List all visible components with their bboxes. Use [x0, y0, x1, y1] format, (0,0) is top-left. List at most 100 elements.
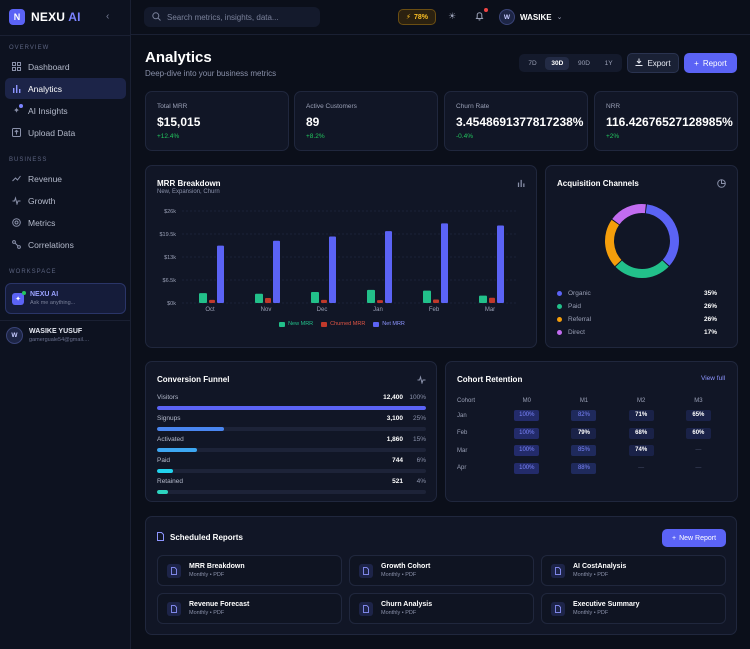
cohort-cell: 100%	[498, 425, 555, 443]
sidebar-item-metrics[interactable]: Metrics	[5, 212, 126, 233]
theme-toggle-icon[interactable]: ☀	[448, 11, 457, 21]
cohort-cell: —	[695, 464, 702, 471]
score-badge[interactable]: ⚡ 78%	[398, 9, 436, 25]
new-report-label: New Report	[679, 534, 717, 542]
bar-net-mrr[interactable]	[273, 240, 280, 303]
bar-net-mrr[interactable]	[497, 225, 504, 303]
avatar: W	[6, 327, 23, 344]
sidebar-item-dashboard[interactable]: Dashboard	[5, 56, 126, 77]
bar-chart-icon[interactable]	[517, 179, 525, 189]
new-report-button[interactable]: + New Report	[662, 529, 726, 547]
report-item[interactable]: Churn Analysis Monthly • PDF	[349, 593, 534, 624]
search-box[interactable]	[144, 7, 320, 27]
funnel-progress-track	[157, 448, 426, 452]
report-meta: Monthly • PDF	[573, 572, 609, 578]
export-button[interactable]: Export	[627, 53, 679, 73]
view-full-link[interactable]: View full	[701, 375, 726, 382]
bar-churned-mrr[interactable]	[321, 299, 327, 303]
sidebar-item-correlations[interactable]: Correlations	[5, 234, 126, 255]
report-label: Report	[702, 58, 727, 68]
donut-slice-organic[interactable]	[645, 204, 679, 266]
donut-slice-direct[interactable]	[612, 204, 646, 225]
donut-slice-referral[interactable]	[605, 219, 622, 267]
bar-churned-mrr[interactable]	[377, 300, 383, 303]
bar-new-mrr[interactable]	[255, 293, 263, 303]
bar-churned-mrr[interactable]	[489, 297, 495, 303]
range-1y[interactable]: 1Y	[604, 59, 613, 67]
funnel-progress-fill	[157, 427, 225, 431]
cohort-table: Cohort M0 M1 M2 M3 Jan 100% 82% 71% 65% Feb 10…	[457, 394, 727, 477]
report-button[interactable]: + Report	[684, 53, 737, 73]
kpi-label: Total MRR	[157, 103, 188, 110]
sidebar: N NEXU AI ‹ OVERVIEW Dashboard Analytics…	[0, 0, 131, 649]
column-header: M2	[637, 397, 646, 404]
report-name: Revenue Forecast	[189, 601, 250, 608]
bar-net-mrr[interactable]	[329, 236, 336, 303]
nav-section-business: BUSINESS	[9, 157, 48, 163]
bar-new-mrr[interactable]	[479, 295, 487, 303]
range-7d[interactable]: 7D	[528, 59, 537, 67]
donut-slice-paid[interactable]	[615, 260, 669, 278]
bar-new-mrr[interactable]	[367, 289, 375, 303]
column-header: M0	[522, 397, 531, 404]
search-input[interactable]	[167, 12, 317, 22]
report-item[interactable]: Executive Summary Monthly • PDF	[541, 593, 726, 624]
bell-icon[interactable]	[475, 11, 484, 23]
funnel-progress-fill	[157, 490, 168, 494]
bar-churned-mrr[interactable]	[433, 299, 439, 303]
funnel-count: 521	[392, 478, 403, 485]
collapse-sidebar-icon[interactable]: ‹	[106, 11, 110, 22]
funnel-stage-label: Paid	[157, 457, 171, 464]
bar-churned-mrr[interactable]	[209, 299, 215, 303]
target-icon	[12, 218, 21, 227]
sidebar-item-analytics[interactable]: Analytics	[5, 78, 126, 99]
bar-net-mrr[interactable]	[441, 223, 448, 303]
channels-donut-chart	[605, 204, 679, 278]
pie-chart-icon[interactable]	[717, 179, 726, 190]
user-email: gamerguale54@gmail....	[29, 337, 90, 343]
sidebar-item-label: Analytics	[28, 83, 63, 94]
sidebar-item-ai-insights[interactable]: ✦ AI Insights	[5, 100, 126, 121]
sidebar-item-label: Metrics	[28, 217, 56, 228]
trend-icon	[12, 174, 21, 183]
ai-card-title: NEXU AI	[30, 291, 59, 298]
funnel-pct: 25%	[412, 415, 426, 422]
report-item[interactable]: MRR Breakdown Monthly • PDF	[157, 555, 342, 586]
kpi-label: Churn Rate	[456, 103, 490, 110]
channel-row: Direct 17%	[557, 327, 717, 337]
pulse-icon[interactable]	[417, 375, 426, 386]
bar-new-mrr[interactable]	[423, 290, 431, 303]
user-menu[interactable]: W WASIKE ⌄	[499, 9, 562, 25]
bar-net-mrr[interactable]	[217, 245, 224, 303]
search-icon	[152, 11, 161, 23]
sidebar-item-revenue[interactable]: Revenue	[5, 168, 126, 189]
cohort-label: Mar	[457, 447, 468, 454]
avatar: W	[499, 9, 515, 25]
cohort-retention-card: Cohort Retention View full Cohort M0 M1 …	[445, 361, 738, 502]
ai-assistant-card[interactable]: ✦ NEXU AI Ask me anything...	[5, 283, 126, 314]
funnel-progress-track	[157, 406, 426, 410]
cohort-cell: 100%	[498, 460, 555, 478]
range-30d[interactable]: 30D	[545, 56, 570, 70]
sidebar-item-growth[interactable]: Growth	[5, 190, 126, 211]
report-item[interactable]: Revenue Forecast Monthly • PDF	[157, 593, 342, 624]
upload-icon	[12, 128, 21, 137]
funnel-pct: 4%	[416, 478, 426, 485]
cohort-cell: 74%	[613, 442, 670, 460]
bar-net-mrr[interactable]	[385, 231, 392, 303]
bar-new-mrr[interactable]	[311, 292, 319, 303]
range-90d[interactable]: 90D	[578, 59, 590, 67]
table-row: Mar 100% 85% 74% —	[457, 442, 727, 460]
funnel-stage: Retained 521 4%	[157, 477, 426, 494]
x-tick-label: Feb	[429, 307, 440, 313]
brand[interactable]: N NEXU AI	[9, 9, 81, 25]
sidebar-user[interactable]: W WASIKE YUSUF gamerguale54@gmail....	[6, 327, 89, 344]
sidebar-item-upload-data[interactable]: Upload Data	[5, 122, 126, 143]
bar-new-mrr[interactable]	[199, 293, 207, 303]
bar-churned-mrr[interactable]	[265, 298, 271, 303]
y-tick-label: $0k	[167, 301, 176, 307]
kpi-card-churn-rate: Churn Rate 3.4548691377817238% -0.4%	[444, 91, 588, 151]
sidebar-item-label: Upload Data	[28, 127, 76, 138]
report-item[interactable]: AI CostAnalysis Monthly • PDF	[541, 555, 726, 586]
report-item[interactable]: Growth Cohort Monthly • PDF	[349, 555, 534, 586]
